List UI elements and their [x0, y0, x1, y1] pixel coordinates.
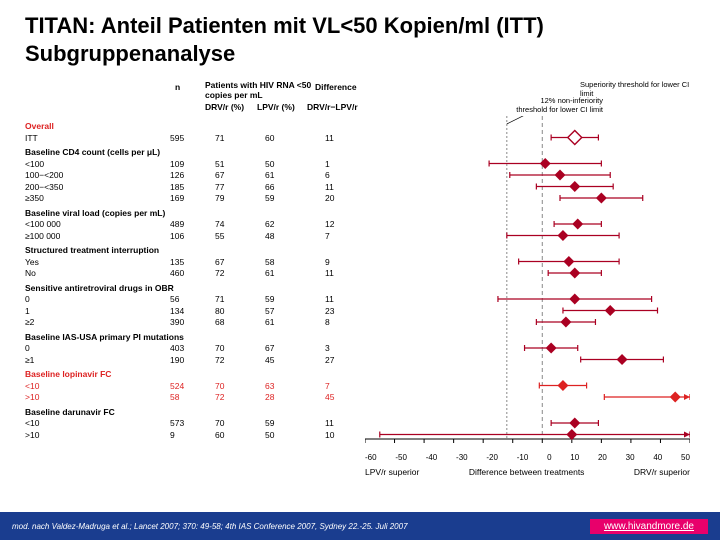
x-axis-caption: LPV/r superior Difference between treatm… [365, 467, 690, 477]
tick-label: -20 [486, 453, 498, 462]
tick-label: 20 [598, 453, 607, 462]
tick-label: 50 [681, 453, 690, 462]
forest-plot: n Patients with HIV RNA <50 copies per m… [25, 80, 695, 480]
tick-label: -10 [517, 453, 529, 462]
tick-label: -60 [365, 453, 377, 462]
tick-label: 40 [653, 453, 662, 462]
tick-label: 0 [547, 453, 551, 462]
forest-svg [365, 116, 690, 453]
tick-label: -30 [456, 453, 468, 462]
page-title: TITAN: Anteil Patienten mit VL<50 Kopien… [0, 0, 720, 73]
footer: mod. nach Valdez-Madruga et al.; Lancet … [0, 512, 720, 540]
tick-label: 30 [626, 453, 635, 462]
citation: mod. nach Valdez-Madruga et al.; Lancet … [12, 522, 408, 531]
column-headers: n Patients with HIV RNA <50 copies per m… [25, 80, 695, 116]
tick-label: -40 [426, 453, 438, 462]
x-axis-ticks: -60 -50 -40 -30 -20 -10 0 10 20 30 40 50 [365, 453, 690, 462]
tick-label: -50 [395, 453, 407, 462]
tick-label: 10 [570, 453, 579, 462]
url-link[interactable]: www.hivandmore.de [590, 519, 708, 534]
